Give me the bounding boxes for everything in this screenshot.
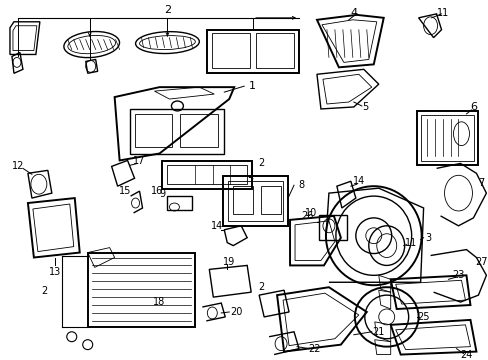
Text: 5: 5 — [362, 102, 368, 112]
Text: 11: 11 — [437, 8, 449, 18]
Bar — [228, 181, 283, 221]
Text: 8: 8 — [297, 180, 304, 190]
Bar — [167, 165, 246, 184]
Text: 2: 2 — [163, 5, 171, 15]
Text: 17: 17 — [133, 157, 145, 166]
Bar — [212, 33, 250, 68]
Text: 4: 4 — [349, 8, 357, 18]
Text: 21: 21 — [372, 327, 384, 337]
Bar — [261, 186, 281, 214]
Text: 14: 14 — [352, 176, 364, 186]
Bar — [207, 30, 298, 73]
Text: 27: 27 — [474, 257, 487, 267]
Text: 22: 22 — [308, 343, 321, 354]
Text: 18: 18 — [153, 297, 165, 307]
Bar — [416, 111, 477, 165]
Text: 24: 24 — [459, 350, 472, 360]
Bar — [318, 215, 346, 240]
Text: 1: 1 — [248, 81, 255, 91]
Text: 6: 6 — [469, 102, 476, 112]
Bar — [420, 115, 473, 161]
Bar — [87, 253, 195, 327]
Bar — [256, 33, 293, 68]
Text: 3: 3 — [425, 233, 431, 243]
Bar — [167, 196, 192, 210]
Bar — [129, 109, 224, 153]
Text: 12: 12 — [12, 161, 24, 171]
Text: 19: 19 — [223, 257, 235, 267]
Text: 26: 26 — [300, 211, 312, 221]
Text: 14: 14 — [211, 221, 223, 231]
Bar — [233, 186, 253, 214]
Text: 9: 9 — [159, 189, 165, 199]
Text: 2: 2 — [41, 286, 48, 296]
Bar — [180, 114, 218, 147]
Text: 16: 16 — [151, 186, 163, 196]
Text: 10: 10 — [304, 208, 316, 218]
Bar — [162, 161, 252, 189]
Bar — [223, 176, 287, 226]
Text: 11: 11 — [404, 238, 416, 248]
Text: 7: 7 — [477, 178, 484, 188]
Text: 13: 13 — [49, 267, 61, 277]
Text: 23: 23 — [451, 270, 464, 280]
Text: 20: 20 — [229, 307, 242, 317]
Text: 15: 15 — [119, 186, 131, 196]
Text: 2: 2 — [258, 158, 264, 168]
Text: 2: 2 — [258, 282, 264, 292]
Bar — [134, 114, 172, 147]
Text: 25: 25 — [416, 312, 429, 322]
